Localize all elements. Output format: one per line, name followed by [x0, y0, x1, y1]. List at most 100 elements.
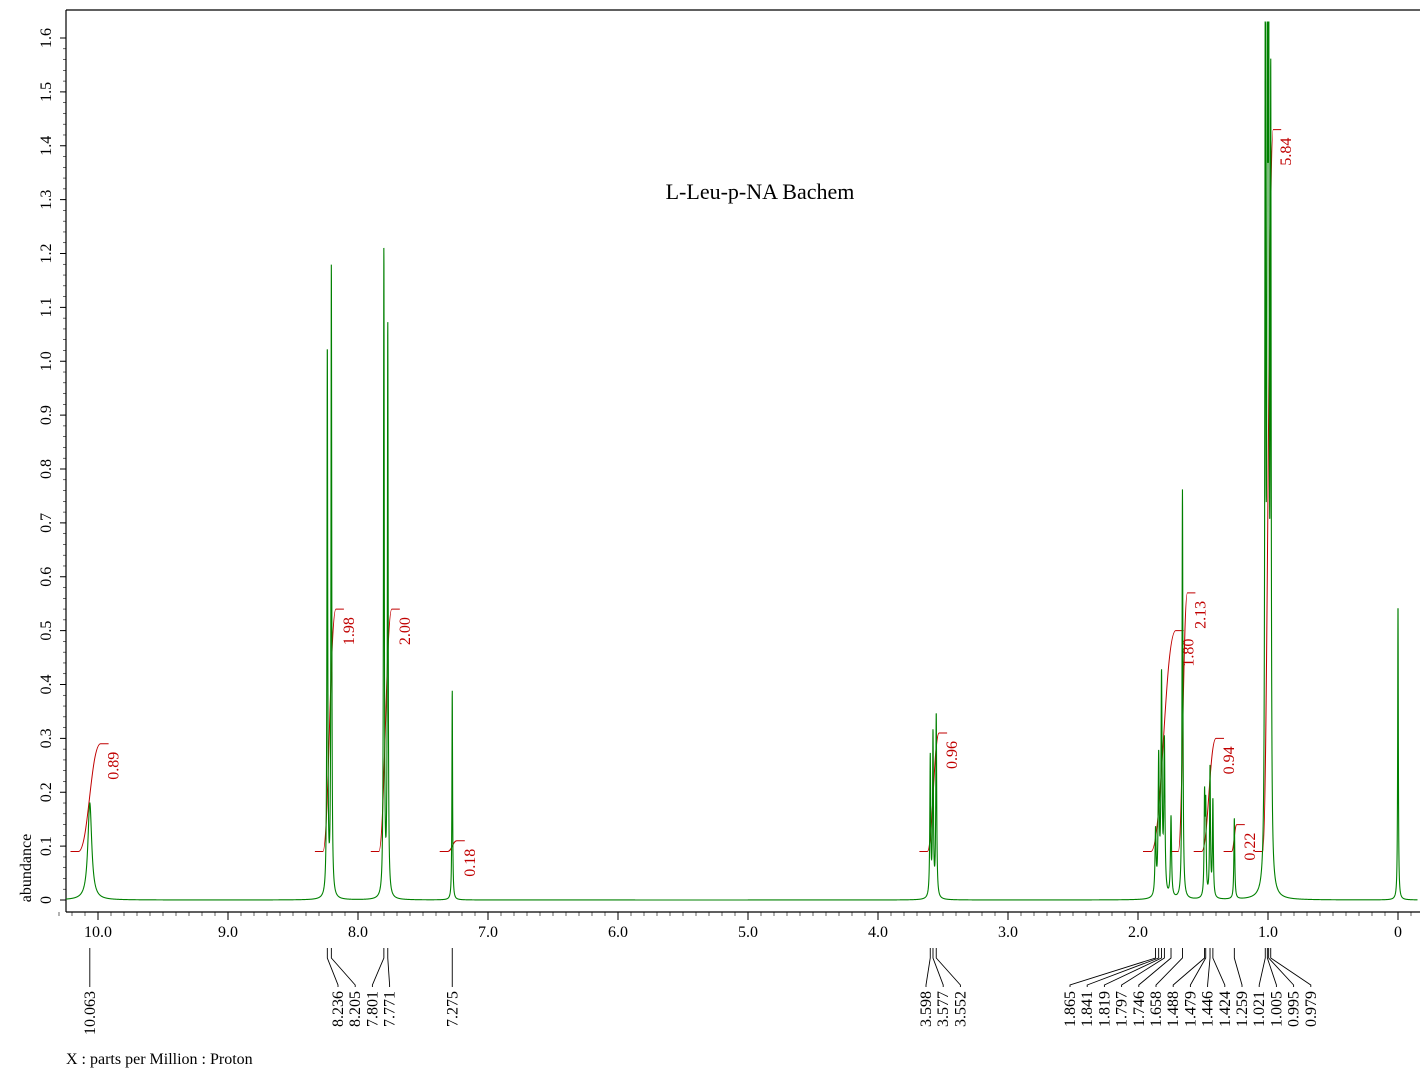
y-tick-label: 1.2 [38, 244, 55, 264]
integral-value: 5.84 [1278, 138, 1295, 166]
y-tick-label: 0.7 [38, 513, 55, 533]
chart-title: L-Leu-p-NA Bachem [666, 179, 855, 204]
peak-shift-label: 0.995 [1286, 991, 1303, 1027]
peak-leader-line [935, 948, 961, 987]
y-axis: 0 0.1 0.2 0.3 0.4 0.5 0.6 0.7 0.8 0.9 1.0 1.1 1.2 1.3… [38, 28, 66, 904]
peak-shift-label: 1.819 [1096, 991, 1113, 1027]
integral-value: 2.13 [1192, 601, 1209, 629]
integral-value: 0.18 [462, 849, 479, 877]
integral-curve [314, 608, 344, 853]
x-tick-label: 10.0 [84, 924, 112, 941]
peak-leader-line [932, 948, 944, 987]
peak-shift-label: 10.063 [82, 991, 99, 1035]
peak-shift-label: 1.259 [1234, 991, 1251, 1027]
peak-shift-label: 1.446 [1200, 991, 1217, 1027]
y-tick-label: 0.6 [38, 567, 55, 587]
peak-shift-label: 8.236 [330, 991, 347, 1027]
peak-leader-line [1212, 948, 1226, 987]
spectrum-line [66, 21, 1418, 901]
integral-curve [1143, 630, 1184, 853]
peak-leader-line [330, 948, 356, 987]
integral-curve [439, 840, 465, 853]
peak-labels: 10.063 8.236 8.205 7.801 7.771 7.275 3.598 3.57… [82, 948, 1320, 1035]
peak-leader-line [387, 948, 391, 987]
y-tick-label: 1.3 [38, 190, 55, 210]
y-tick-label: 0.5 [38, 621, 55, 641]
integral-curve [1193, 737, 1224, 853]
peak-leader-line [1258, 948, 1266, 987]
y-tick-label: 0 [38, 896, 55, 904]
integral-curve [370, 608, 400, 853]
y-tick-label: 1.0 [38, 351, 55, 371]
y-tick-label: 1.6 [38, 28, 55, 48]
y-tick-label: 0.4 [38, 675, 55, 695]
peak-leader-line [371, 948, 385, 987]
peak-leader-line [1103, 948, 1162, 987]
x-axis: 10.0 9.0 8.0 7.0 6.0 5.0 4.0 3.0 2.0 1.0 0 [58, 912, 1412, 941]
integral-value: 0.96 [944, 741, 961, 769]
peak-shift-label: 7.275 [444, 991, 461, 1027]
peak-leader-line [1086, 948, 1160, 987]
integral-curve [1254, 129, 1282, 853]
y-tick-label: 0.2 [38, 782, 55, 802]
x-tick-label: 9.0 [218, 924, 238, 941]
peak-shift-label: 3.577 [935, 991, 952, 1027]
peak-leader-line [925, 948, 931, 987]
peak-shift-label: 1.005 [1268, 991, 1285, 1027]
peak-shift-label: 3.598 [918, 991, 935, 1027]
x-tick-label: 5.0 [738, 924, 758, 941]
peak-leader-line [1069, 948, 1156, 987]
y-tick-label: 0.3 [38, 728, 55, 748]
y-tick-label: 1.1 [38, 297, 55, 317]
peak-shift-label: 1.479 [1182, 991, 1199, 1027]
x-tick-label: 8.0 [348, 924, 368, 941]
peak-shift-label: 1.797 [1114, 991, 1131, 1027]
peak-shift-label: 1.658 [1148, 991, 1165, 1027]
x-tick-label: 0 [1394, 924, 1402, 941]
peak-leader-line [1155, 948, 1183, 987]
peak-leader-line [1268, 948, 1295, 987]
integral-value: 0.89 [106, 752, 123, 780]
peak-leader-line [1207, 948, 1211, 987]
peak-leader-line [326, 948, 339, 987]
peak-shift-label: 0.979 [1303, 991, 1320, 1027]
peak-leader-line [1172, 948, 1206, 987]
peak-shift-label: 1.021 [1251, 991, 1268, 1027]
peak-shift-label: 7.771 [382, 991, 399, 1027]
integral-value: 1.98 [341, 617, 358, 645]
integral-value: 2.00 [397, 617, 414, 645]
peak-shift-label: 1.424 [1217, 991, 1234, 1027]
peak-shift-label: 1.488 [1165, 991, 1182, 1027]
y-tick-label: 0.1 [38, 836, 55, 856]
y-axis-label: abundance [18, 834, 35, 902]
peak-shift-label: 7.801 [364, 991, 381, 1027]
peak-shift-label: 3.552 [952, 991, 969, 1027]
x-tick-label: 2.0 [1128, 924, 1148, 941]
x-tick-label: 6.0 [608, 924, 628, 941]
peak-shift-label: 1.865 [1062, 991, 1079, 1027]
y-tick-label: 0.9 [38, 405, 55, 425]
peak-leader-line [1189, 948, 1207, 987]
peak-leader-line [1266, 948, 1277, 987]
y-tick-label: 1.4 [38, 136, 55, 156]
x-tick-label: 1.0 [1258, 924, 1278, 941]
peak-shift-label: 1.746 [1131, 991, 1148, 1027]
peak-shift-label: 8.205 [347, 991, 364, 1027]
spectrum-trace [66, 21, 1418, 901]
integral-curves: 0.891.98 2.000.180.961.802.130.940.225.84 [70, 129, 1295, 877]
integral-value: 0.94 [1221, 746, 1238, 774]
plot-frame [65, 9, 1420, 913]
peak-leader-line [1233, 948, 1243, 987]
y-tick-label: 1.5 [38, 82, 55, 102]
x-tick-label: 4.0 [868, 924, 888, 941]
y-tick-label: 0.8 [38, 459, 55, 479]
integral-curve [70, 743, 109, 853]
x-tick-label: 3.0 [998, 924, 1018, 941]
peak-leader-line [1121, 948, 1165, 987]
peak-leader-line [1270, 948, 1312, 987]
x-tick-label: 7.0 [478, 924, 498, 941]
x-axis-label: X : parts per Million : Proton [66, 1051, 253, 1068]
peak-leader-line [1138, 948, 1172, 987]
integral-value: 0.22 [1242, 833, 1259, 861]
